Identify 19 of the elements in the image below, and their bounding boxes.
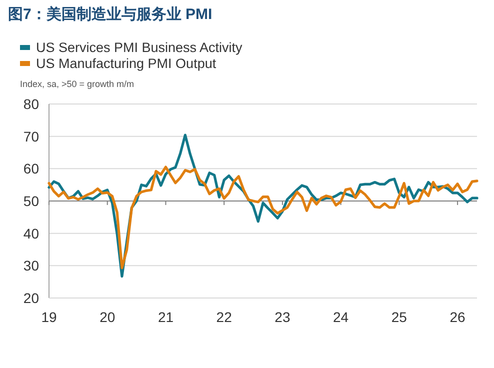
x-tick-label: 22 xyxy=(216,309,232,325)
title: 图7：美国制造业与服务业 PMI xyxy=(8,6,212,23)
y-tick-label: 40 xyxy=(23,225,40,242)
x-tick-label: 26 xyxy=(450,309,466,325)
y-tick-label: 70 xyxy=(23,128,40,144)
subtitle: Index, sa, >50 = growth m/m xyxy=(20,79,134,89)
legend-label: US Manufacturing PMI Output xyxy=(36,56,216,71)
y-tick-label: 50 xyxy=(23,193,40,209)
x-tick-label: 23 xyxy=(274,309,290,325)
x-tick-label: 24 xyxy=(333,309,349,325)
x-tick-label: 21 xyxy=(158,309,174,325)
y-tick-label: 80 xyxy=(23,96,40,112)
y-tick-label: 60 xyxy=(23,160,40,177)
x-tick-label: 20 xyxy=(100,309,116,325)
x-tick-label: 19 xyxy=(41,309,57,325)
y-tick-label: 20 xyxy=(23,290,40,306)
x-tick-label: 25 xyxy=(391,309,408,325)
y-tick-label: 30 xyxy=(23,258,40,274)
legend-label: US Services PMI Business Activity xyxy=(36,40,243,55)
